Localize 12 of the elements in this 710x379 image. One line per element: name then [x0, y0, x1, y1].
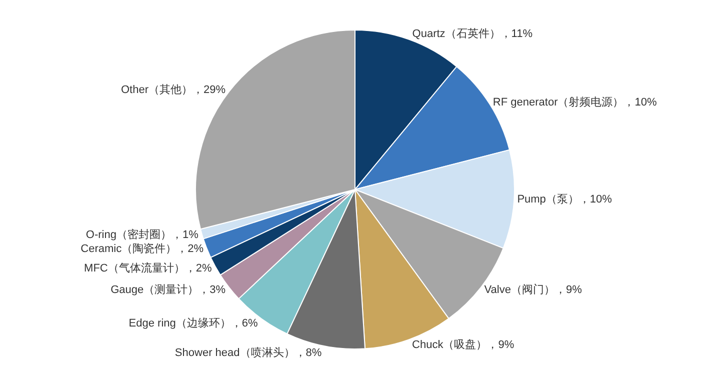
slice-label: Pump（泵），10% [517, 194, 612, 206]
slice-label: MFC（气体流量计），2% [84, 261, 212, 274]
slice-label: Gauge（测量计），3% [110, 283, 226, 296]
slice-label: Ceramic（陶瓷件），2% [80, 243, 204, 256]
slice-label: Valve（阀门），9% [484, 283, 582, 296]
slice-label: Shower head（喷淋头），8% [174, 346, 322, 359]
slice-label: Other（其他），29% [120, 82, 226, 96]
slice-label: RF generator（射频电源），10% [492, 96, 657, 109]
slice-label: O-ring（密封圈），1% [86, 228, 199, 242]
slice-label: Edge ring（边缘环），6% [128, 316, 258, 330]
slice-label: Quartz（石英件），11% [412, 27, 533, 40]
slice-label: Chuck（吸盘），9% [412, 338, 514, 351]
